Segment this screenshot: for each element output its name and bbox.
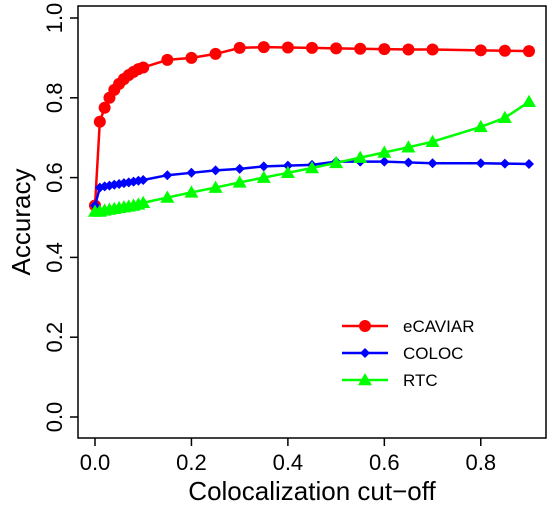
data-point-ecaviar: [306, 41, 318, 54]
data-point-coloc: [210, 165, 221, 176]
y-tick-label: 0.0: [42, 402, 67, 433]
data-point-rtc: [497, 110, 512, 123]
data-point-rtc: [305, 161, 319, 174]
data-point-coloc: [282, 160, 293, 171]
legend-label: RTC: [403, 371, 438, 390]
x-tick-label: 0.4: [273, 450, 304, 475]
data-point-rtc: [353, 150, 368, 163]
x-axis: 0.0 0.2 0.4 0.6 0.8: [80, 438, 496, 475]
data-point-coloc: [138, 174, 149, 185]
y-tick-label: 0.8: [42, 83, 67, 114]
data-point-rtc: [232, 175, 247, 188]
data-point-ecaviar: [137, 61, 150, 74]
data-point-ecaviar: [474, 44, 487, 57]
data-point-coloc: [162, 170, 173, 181]
data-point-ecaviar: [378, 43, 391, 56]
data-point-coloc: [403, 157, 414, 168]
data-point-ecaviar: [523, 45, 535, 58]
data-point-ecaviar: [233, 41, 246, 54]
data-point-ecaviar: [281, 41, 294, 54]
data-point-ecaviar: [98, 101, 111, 114]
series-ecaviar: [89, 41, 535, 212]
series-line-rtc: [95, 100, 530, 213]
y-tick-label: 0.2: [42, 322, 67, 353]
data-point-rtc: [256, 170, 271, 183]
data-point-coloc: [186, 167, 197, 178]
data-point-rtc: [136, 195, 151, 208]
data-point-rtc: [280, 165, 295, 179]
data-point-rtc: [522, 94, 536, 108]
x-tick-label: 0.0: [80, 450, 111, 475]
series-layer: [88, 41, 536, 217]
series-line-ecaviar: [93, 45, 530, 206]
y-axis: 0.0 0.2 0.4 0.6 0.8 1.0: [42, 3, 78, 433]
data-point-ecaviar: [161, 53, 174, 66]
data-point-rtc: [425, 134, 440, 147]
x-tick-label: 0.6: [369, 450, 400, 475]
data-point-ecaviar: [402, 43, 415, 56]
legend-marker: [358, 373, 372, 386]
data-point-rtc: [329, 155, 344, 169]
data-point-coloc: [427, 158, 438, 169]
data-point-ecaviar: [426, 43, 439, 56]
data-point-coloc: [234, 163, 245, 174]
data-point-ecaviar: [185, 51, 198, 64]
y-tick-label: 0.4: [42, 242, 67, 273]
x-tick-label: 0.2: [176, 450, 207, 475]
data-point-coloc: [499, 158, 510, 169]
data-point-coloc: [524, 159, 534, 170]
legend: eCAVIAR COLOC RTC: [330, 302, 530, 400]
data-point-rtc: [184, 185, 199, 198]
legend-label: COLOC: [403, 344, 463, 363]
series-rtc: [88, 94, 536, 217]
legend-label: eCAVIAR: [403, 317, 475, 336]
y-tick-label: 1.0: [42, 3, 67, 34]
data-point-ecaviar: [209, 47, 222, 60]
data-point-rtc: [377, 145, 392, 158]
data-point-ecaviar: [330, 42, 343, 55]
plot-frame: [77, 5, 547, 439]
data-point-coloc: [379, 156, 390, 167]
x-axis-title: Colocalization cut−off: [188, 476, 436, 506]
data-point-coloc: [258, 161, 269, 172]
legend-marker: [360, 348, 370, 358]
data-point-ecaviar: [354, 42, 367, 55]
data-point-rtc: [208, 180, 223, 193]
data-point-rtc: [160, 190, 175, 203]
data-point-coloc: [475, 158, 486, 169]
data-point-rtc: [473, 119, 488, 133]
data-point-ecaviar: [257, 41, 270, 54]
legend-marker: [359, 320, 371, 332]
y-tick-label: 0.6: [42, 162, 67, 193]
data-point-ecaviar: [93, 115, 106, 128]
y-axis-title: Accuracy: [6, 169, 36, 276]
x-tick-label: 0.8: [465, 450, 496, 475]
data-point-ecaviar: [498, 44, 511, 57]
data-point-rtc: [401, 140, 416, 153]
